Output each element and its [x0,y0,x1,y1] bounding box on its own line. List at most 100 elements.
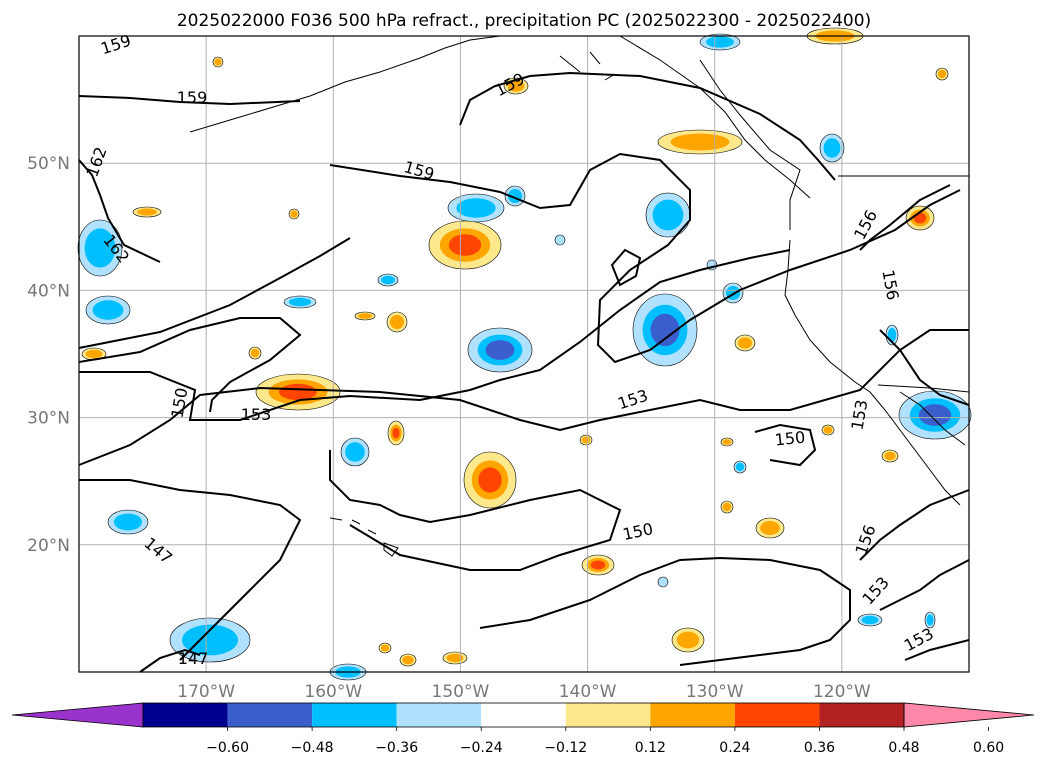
precip-negative-blob [554,234,566,246]
colorbar-segment [819,703,904,727]
map-frame [78,35,970,673]
coastline-bc [699,59,801,230]
lat-tick-label: 50°N [27,154,70,174]
precip-negative-blob [823,138,841,158]
precip-negative-blob [84,228,116,268]
lon-tick-label: 160°W [304,682,362,702]
precip-positive-blob [670,133,730,151]
colorbar-segment [396,703,482,727]
contour-162-west [78,159,161,263]
lat-tick-label: 20°N [27,536,70,556]
precip-positive-blob [380,644,390,652]
precip-positive-blob [507,80,525,92]
precip-positive-blob [137,208,157,216]
precip-shading [77,27,972,681]
precip-positive-blob [676,631,700,649]
colorbar-tick-label: −0.24 [460,740,503,756]
colorbar-tick-label: 0.24 [719,740,750,756]
colorbar-segment [565,703,651,727]
precip-positive-blob [738,337,752,349]
precip-negative-blob [735,462,745,472]
lat-tick-label: 30°N [27,409,70,429]
chart-title: 2025022000 F036 500 hPa refract., precip… [177,11,871,31]
precip-positive-blob [290,210,298,218]
contour-label: 153 [241,405,272,424]
precip-positive-blob [823,426,833,434]
precip-negative-blob [652,199,684,231]
colorbar-tick-label: −0.36 [375,740,418,756]
colorbar-tick-label: 0.48 [888,740,919,756]
contour-153 [79,249,791,421]
contour-159-central [329,152,961,364]
precip-negative-blob [456,198,496,218]
precip-negative-blob [288,297,312,307]
colorbar-segment [650,703,735,727]
colorbar-frame [142,702,905,728]
colorbar-segment [734,703,820,727]
coastline-baja [869,391,961,506]
colorbar-tick-label: −0.48 [291,740,334,756]
contour-156-west [78,317,302,413]
contour-147-south [139,648,201,673]
precip-positive-blob [722,502,732,512]
precip-positive-blob [722,439,732,445]
lon-tick-label: 170°W [177,682,235,702]
colorbar-extend-high [903,702,1035,728]
coastline-us-west [784,239,871,393]
coastline-mexico [899,391,966,446]
coastlines [189,35,970,557]
contour-153-east [879,329,970,406]
refractivity-contours [78,71,970,673]
precip-negative-blob [485,340,515,360]
contour-153-south-east [879,559,970,611]
precip-positive-blob [884,451,896,461]
precip-positive-blob [937,69,947,79]
contour-153-southeast [859,489,970,561]
precip-positive-blob [390,315,404,329]
lon-tick-labels: 170°W 160°W 150°W 140°W 130°W 120°W [177,682,871,702]
colorbar-segment [312,703,397,727]
contour-159-loop-alaska [459,71,836,181]
coastline-alaska-panhandle [619,35,811,199]
precip-negative-blob [650,313,680,347]
precip-negative-blob [92,300,124,320]
precip-positive-blob [478,467,502,493]
precip-positive-blob [760,521,780,535]
contour-150-east [754,423,817,467]
contour-label: 147 [178,649,209,668]
lat-tick-labels: 20°N 30°N 40°N 50°N [27,154,70,556]
precip-positive-blob [250,348,260,358]
precip-negative-blob [657,576,669,588]
lon-tick-label: 130°W [686,682,744,702]
precip-negative-blob [918,404,952,426]
precip-negative-blob [381,275,395,285]
precip-positive-blob [358,313,372,319]
lon-tick-label: 150°W [432,682,490,702]
colorbar-tick-label: 0.36 [804,740,835,756]
colorbar: −0.60 −0.48 −0.36 −0.24 −0.12 0.12 0.24 0.36 0.4… [11,702,1035,756]
precip-positive-blob [446,653,464,663]
contour-159-north [78,95,301,106]
lon-tick-label: 140°W [559,682,617,702]
precip-negative-blob [861,615,879,625]
contour-150-south [479,556,851,666]
contour-159-southwest [78,237,351,349]
precip-negative-blob [182,624,238,656]
contour-153-corner [904,639,970,661]
lat-tick-label: 40°N [27,281,70,301]
hawaii-islands [329,517,399,557]
contour-150-inner [329,450,622,571]
contour-label: 150 [774,427,806,449]
contour-label: 159 [177,88,208,107]
colorbar-segment [143,703,228,727]
precip-positive-blob [590,560,606,570]
colorbar-extend-low [11,702,144,728]
contour-150-main [78,329,969,466]
precip-negative-blob [706,36,734,48]
contour-147-west [79,479,302,661]
precip-positive-blob [581,436,591,444]
gridlines [79,36,969,672]
precip-positive-blob [279,383,317,401]
